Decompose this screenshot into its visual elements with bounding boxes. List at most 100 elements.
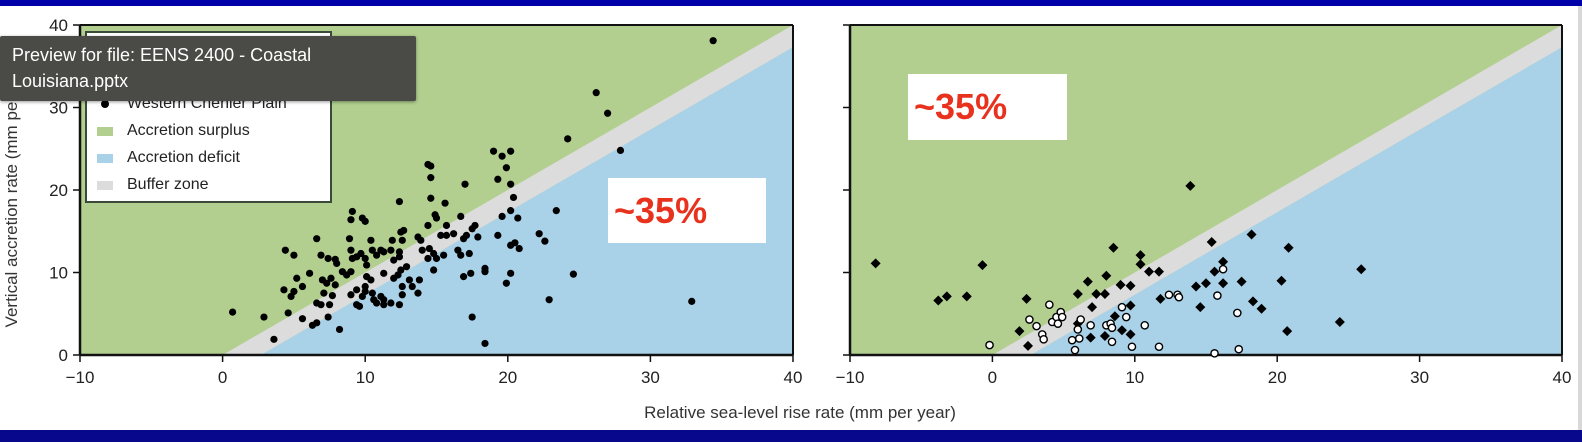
data-point-diamond bbox=[977, 260, 988, 271]
data-point bbox=[442, 221, 451, 230]
data-point bbox=[457, 251, 465, 259]
data-point bbox=[398, 282, 406, 291]
data-point-diamond bbox=[1099, 288, 1110, 299]
data-point bbox=[535, 230, 543, 238]
data-point-open bbox=[1032, 321, 1041, 331]
data-point bbox=[305, 269, 314, 277]
data-point bbox=[398, 236, 406, 244]
data-point bbox=[363, 261, 371, 269]
data-point bbox=[462, 231, 471, 239]
data-point-open bbox=[1073, 325, 1083, 334]
data-point bbox=[368, 246, 376, 254]
data-point bbox=[461, 180, 469, 188]
x-tick-label: 10 bbox=[1125, 368, 1144, 387]
data-point-open bbox=[985, 340, 994, 350]
data-point bbox=[465, 249, 473, 258]
data-point bbox=[514, 214, 522, 222]
data-point bbox=[515, 244, 523, 253]
data-point-diamond bbox=[1116, 325, 1127, 336]
data-point-diamond bbox=[1125, 300, 1136, 311]
data-point bbox=[284, 309, 292, 317]
data-point-diamond bbox=[1135, 259, 1146, 270]
data-point-diamond bbox=[1191, 281, 1202, 292]
data-point bbox=[260, 313, 268, 321]
data-point-open bbox=[1213, 291, 1222, 300]
data-point bbox=[331, 281, 339, 289]
file-preview-tooltip: Preview for file: EENS 2400 - Coastal Lo… bbox=[0, 36, 416, 101]
chart-panel-right: −10 0 10 20 30 40 bbox=[836, 24, 1571, 387]
data-point-diamond bbox=[1154, 266, 1165, 277]
data-point bbox=[290, 287, 298, 296]
data-point bbox=[298, 282, 307, 291]
scrollbar-track[interactable] bbox=[1578, 6, 1582, 430]
data-point-open bbox=[1107, 337, 1117, 347]
data-point bbox=[541, 237, 549, 245]
legend-item-surplus: Accretion surplus bbox=[97, 120, 250, 142]
data-point-diamond bbox=[933, 295, 944, 306]
data-point bbox=[424, 254, 432, 263]
buffer-region bbox=[222, 25, 794, 355]
data-point-diamond bbox=[1072, 288, 1083, 299]
data-point bbox=[427, 174, 435, 182]
data-point bbox=[427, 162, 435, 170]
data-point bbox=[709, 37, 717, 45]
y-tick-label: 40 bbox=[49, 16, 68, 35]
data-point bbox=[481, 268, 489, 276]
data-point-open bbox=[1039, 335, 1048, 344]
data-point bbox=[395, 248, 404, 256]
data-point-open bbox=[1174, 292, 1184, 302]
legend-label: Accretion deficit bbox=[127, 149, 240, 166]
data-point bbox=[388, 236, 396, 244]
data-point bbox=[353, 286, 361, 294]
x-tick-label: 10 bbox=[356, 368, 375, 387]
data-point bbox=[347, 246, 355, 254]
data-point-diamond bbox=[941, 291, 952, 302]
data-point bbox=[317, 301, 325, 309]
data-point bbox=[569, 270, 577, 278]
data-point-diamond bbox=[1283, 242, 1294, 253]
dot-marker-icon bbox=[101, 100, 109, 108]
data-point-diamond bbox=[1209, 266, 1220, 277]
data-point-diamond bbox=[1115, 279, 1126, 290]
data-point bbox=[293, 274, 301, 282]
data-point bbox=[418, 246, 426, 254]
data-point bbox=[317, 251, 325, 259]
data-point bbox=[502, 164, 510, 172]
annotation-left-percent: ~35% bbox=[608, 178, 766, 243]
data-point-diamond bbox=[1135, 250, 1146, 261]
data-point-diamond bbox=[1091, 288, 1102, 299]
data-point bbox=[367, 276, 375, 284]
x-tick-label: 40 bbox=[784, 368, 803, 387]
data-point bbox=[415, 276, 423, 284]
data-point bbox=[347, 268, 355, 276]
data-point-diamond bbox=[1256, 303, 1267, 314]
data-point bbox=[361, 282, 369, 291]
y-tick-label: 30 bbox=[49, 99, 68, 118]
data-point bbox=[417, 236, 425, 244]
data-point bbox=[498, 212, 506, 220]
data-point bbox=[507, 207, 515, 215]
x-tick-label: 30 bbox=[1410, 368, 1429, 387]
data-point-open bbox=[1127, 342, 1137, 352]
data-point-open bbox=[1121, 312, 1131, 322]
legend-item-deficit: Accretion deficit bbox=[97, 147, 240, 169]
data-point bbox=[408, 282, 416, 291]
data-point-diamond bbox=[1125, 280, 1136, 291]
data-point bbox=[405, 276, 414, 284]
x-tick-label: 0 bbox=[218, 368, 227, 387]
data-point-diamond bbox=[1246, 229, 1257, 240]
data-point bbox=[373, 251, 381, 259]
data-point bbox=[457, 212, 465, 220]
data-point-open bbox=[1053, 319, 1063, 328]
data-point bbox=[395, 301, 404, 309]
data-point-open bbox=[1218, 264, 1228, 274]
data-point bbox=[459, 273, 468, 281]
data-point bbox=[688, 297, 696, 305]
data-point bbox=[442, 231, 451, 239]
data-point bbox=[320, 289, 328, 297]
data-point bbox=[328, 292, 337, 300]
data-point bbox=[395, 253, 404, 261]
data-point-open bbox=[1074, 334, 1084, 343]
data-point-diamond bbox=[1185, 180, 1196, 191]
